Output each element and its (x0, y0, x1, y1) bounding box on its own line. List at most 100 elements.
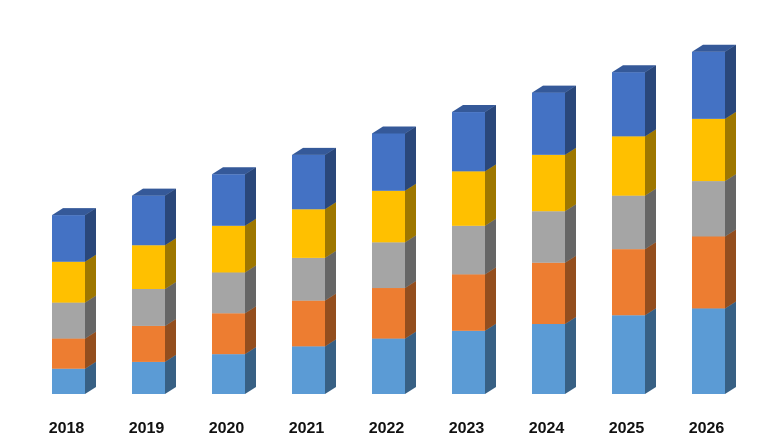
bar-segment-2022-5 (372, 126, 416, 191)
bar-column-2024 (532, 85, 576, 394)
x-tick-label-2019: 2019 (129, 420, 165, 437)
x-tick-label-2023: 2023 (449, 420, 485, 437)
bar-side (565, 147, 576, 212)
bar-side (405, 183, 416, 243)
bar-segment-2024-2 (532, 255, 576, 324)
bar-front (52, 215, 85, 262)
bar-segment-2023-3 (452, 218, 496, 275)
bar-segment-2020-4 (212, 218, 256, 273)
bar-segment-2026-1 (692, 301, 736, 394)
bar-segment-2018-5 (52, 208, 96, 262)
bar-segment-2026-2 (692, 229, 736, 309)
bar-front (372, 288, 405, 339)
bar-front (372, 338, 405, 394)
bar-side (565, 255, 576, 324)
bar-front (372, 242, 405, 289)
bar-front (52, 302, 85, 339)
bar-side (325, 339, 336, 394)
bar-side (165, 282, 176, 326)
bar-side (725, 229, 736, 309)
bar-front (612, 315, 645, 394)
bar-column-2019 (132, 188, 176, 394)
bar-segment-2018-2 (52, 331, 96, 369)
bar-segment-2025-5 (612, 65, 656, 137)
x-tick-label-2021: 2021 (289, 420, 325, 437)
bar-front (132, 195, 165, 246)
bar-front (212, 225, 245, 273)
bar-segment-2023-5 (452, 105, 496, 172)
bar-segment-2022-4 (372, 183, 416, 243)
bar-front (692, 308, 725, 394)
bar-front (372, 133, 405, 191)
bar-side (645, 308, 656, 394)
x-tick-label-2025: 2025 (609, 420, 645, 437)
x-axis-ticks: 2018 2019 2020 2021 2022 2023 2024 2025 2026 (49, 420, 725, 437)
bar-side (645, 188, 656, 250)
bar-top (532, 85, 576, 93)
bar-front (372, 190, 405, 243)
bar-segment-2023-1 (452, 323, 496, 394)
bar-side (725, 44, 736, 119)
bar-front (132, 245, 165, 289)
bar-front (692, 181, 725, 237)
bar-segment-2025-1 (612, 308, 656, 394)
bar-side (245, 218, 256, 273)
bar-front (292, 300, 325, 347)
bar-top (292, 147, 336, 155)
bar-side (245, 265, 256, 314)
bar-segment-2022-2 (372, 281, 416, 339)
bar-segment-2026-5 (692, 44, 736, 119)
bar-front (212, 354, 245, 394)
bar-segment-2019-5 (132, 188, 176, 246)
bar-front (532, 154, 565, 212)
x-tick-label-2022: 2022 (369, 420, 405, 437)
bar-side (165, 238, 176, 289)
bar-top (212, 167, 256, 175)
bar-column-2020 (212, 167, 256, 394)
bar-top (452, 105, 496, 113)
bar-column-2023 (452, 105, 496, 394)
bar-segment-2021-4 (292, 202, 336, 258)
bar-segment-2018-1 (52, 361, 96, 394)
bar-segment-2025-2 (612, 242, 656, 316)
bar-side (85, 254, 96, 303)
bar-front (132, 325, 165, 362)
bar-front (532, 324, 565, 394)
x-tick-label-2020: 2020 (209, 420, 245, 437)
bar-side (245, 347, 256, 394)
bar-segment-2019-2 (132, 318, 176, 362)
bar-segment-2024-3 (532, 204, 576, 263)
bar-front (452, 330, 485, 394)
bar-front (52, 368, 85, 394)
bar-front (692, 51, 725, 119)
bar-front (452, 112, 485, 172)
bar-front (452, 171, 485, 226)
bar-segment-2021-1 (292, 339, 336, 394)
bar-segment-2024-4 (532, 147, 576, 212)
bar-side (165, 318, 176, 362)
bar-side (325, 250, 336, 301)
bar-side (85, 361, 96, 394)
bar-column-2021 (292, 147, 336, 394)
bar-side (325, 202, 336, 258)
bar-side (725, 174, 736, 237)
bar-side (485, 218, 496, 275)
bar-front (532, 92, 565, 155)
bar-front (452, 225, 485, 275)
bar-segment-2025-4 (612, 129, 656, 196)
bar-side (645, 242, 656, 316)
bar-top (132, 188, 176, 196)
bar-front (212, 272, 245, 314)
x-tick-label-2026: 2026 (689, 420, 725, 437)
bar-side (325, 147, 336, 210)
bar-side (485, 267, 496, 331)
bar-front (612, 72, 645, 137)
bar-side (165, 188, 176, 246)
bar-front (612, 136, 645, 196)
bar-front (292, 257, 325, 301)
bar-front (212, 174, 245, 226)
bar-segment-2018-4 (52, 254, 96, 303)
bar-top (692, 44, 736, 52)
